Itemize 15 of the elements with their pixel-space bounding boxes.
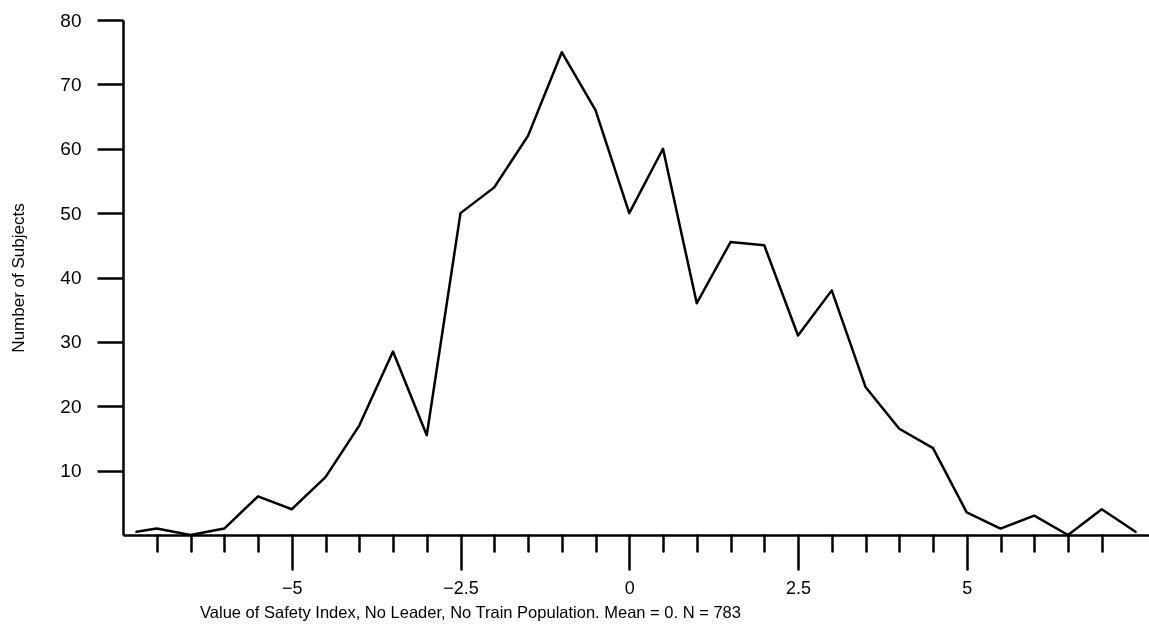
x-tick-label: −5 bbox=[281, 577, 303, 598]
x-tick-label: −2.5 bbox=[443, 577, 479, 598]
y-tick-label: 50 bbox=[60, 202, 82, 224]
y-tick-label: 70 bbox=[60, 73, 82, 95]
x-axis-title: Value of Safety Index, No Leader, No Train Population. Mean = 0. N = 783 bbox=[200, 602, 741, 621]
y-tick-label: 20 bbox=[60, 395, 82, 417]
x-tick-label: 5 bbox=[962, 577, 973, 598]
y-tick-label: 60 bbox=[60, 138, 82, 160]
y-tick-label: 30 bbox=[60, 331, 82, 353]
y-axis-title: Number of Subjects bbox=[9, 203, 29, 353]
x-tick-label: 0 bbox=[624, 577, 635, 598]
y-tick-label: 80 bbox=[60, 9, 82, 31]
y-tick-label: 10 bbox=[60, 460, 82, 482]
x-tick-label: 2.5 bbox=[785, 577, 812, 598]
y-tick-label: 40 bbox=[60, 267, 82, 288]
